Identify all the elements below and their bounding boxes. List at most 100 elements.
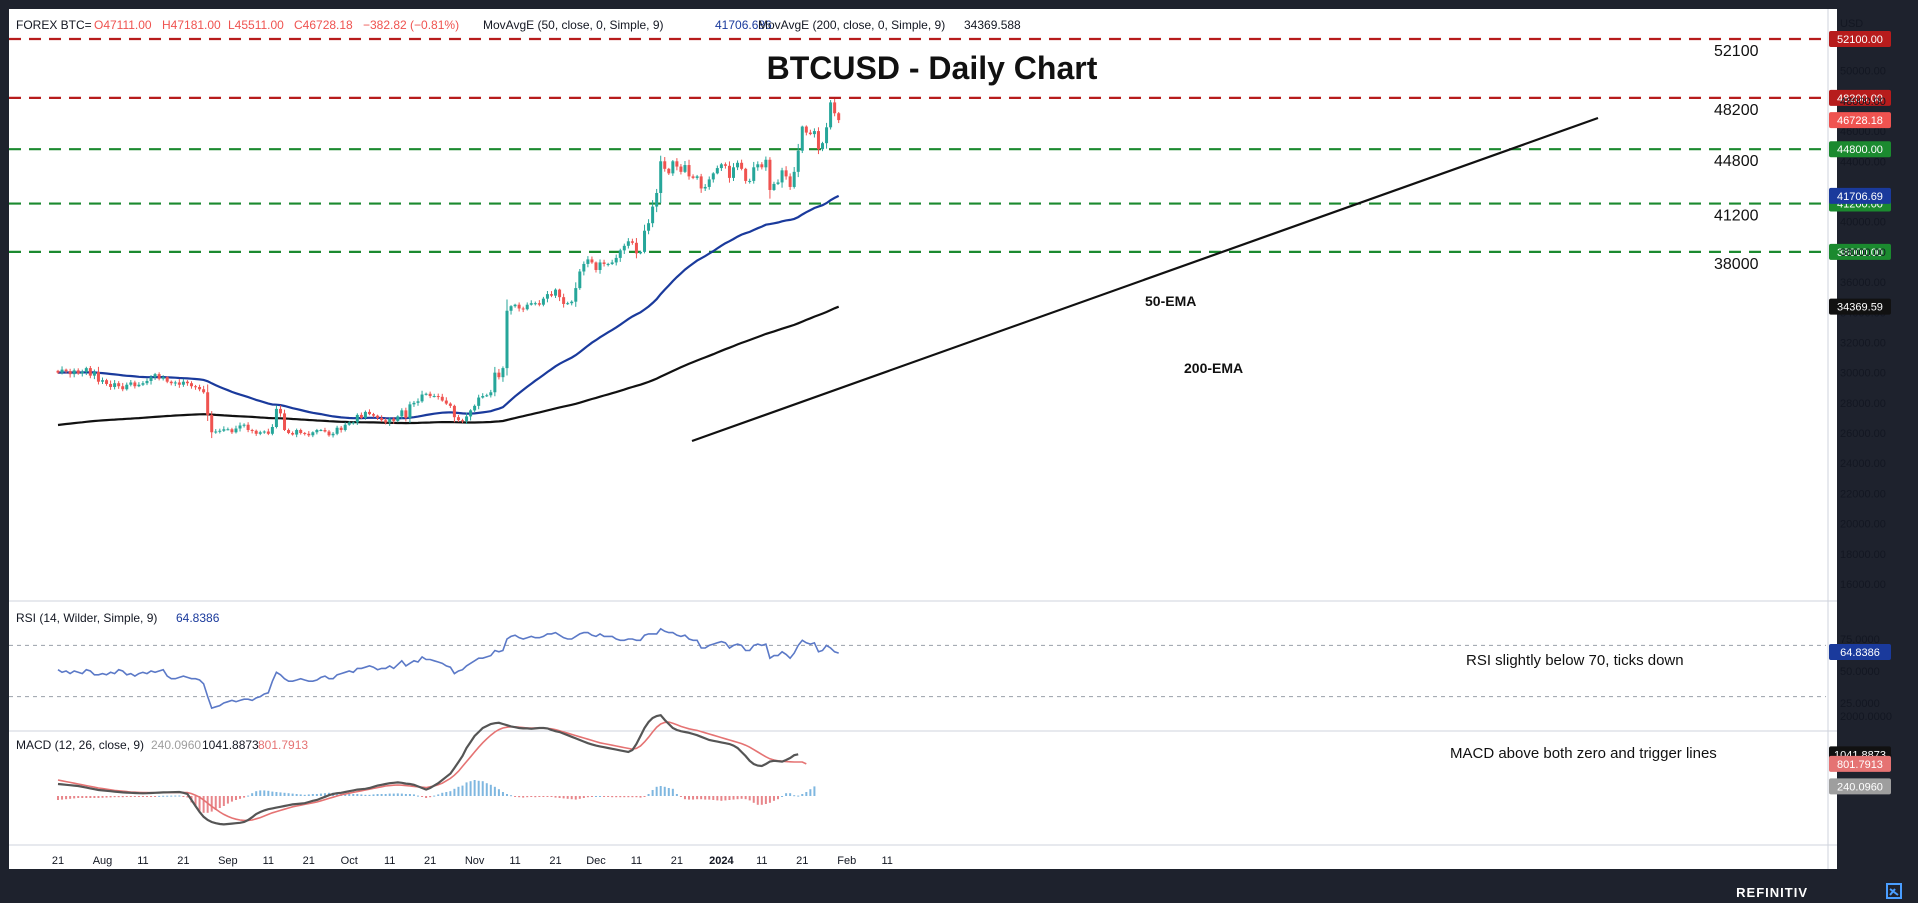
- candle-body: [351, 422, 355, 424]
- macd-hist-bar: [105, 796, 108, 798]
- candle-body: [319, 430, 323, 432]
- candle-body: [727, 165, 731, 178]
- macd-hist-bar: [263, 790, 266, 796]
- macd-hist-bar: [469, 781, 472, 796]
- level-label-38000: 38000: [1714, 256, 1759, 273]
- candle-body: [72, 370, 76, 375]
- candle-body: [68, 371, 72, 375]
- level-tag-bg-52100: [1829, 31, 1891, 47]
- macd-hist-bar: [65, 796, 68, 800]
- macd-hist-bar: [542, 796, 545, 797]
- candle-body: [278, 408, 282, 414]
- macd-hist-bar: [441, 792, 444, 796]
- candle-body: [477, 397, 481, 406]
- price-tag: 34369.59: [1837, 302, 1883, 314]
- candle-body: [825, 127, 829, 144]
- time-tick-label: 21: [796, 855, 808, 867]
- time-tick-label: Feb: [837, 855, 856, 867]
- candle-body: [651, 206, 655, 224]
- macd-hist-bar: [186, 796, 189, 798]
- candle-body: [461, 420, 464, 422]
- macd-hist-bar: [623, 796, 626, 798]
- macd-value: 1041.8873: [202, 738, 259, 752]
- candle-body: [485, 395, 489, 397]
- time-tick-label: 11: [509, 855, 520, 867]
- price-tick-label: 24000.00: [1840, 458, 1886, 470]
- macd-hist-bar: [206, 796, 209, 813]
- time-tick-label: 11: [882, 855, 893, 867]
- macd-hist-bar: [671, 788, 674, 796]
- time-tick-label: 11: [263, 855, 274, 867]
- macd-hist-bar: [550, 796, 553, 797]
- candle-body: [647, 223, 651, 231]
- macd-hist-bar: [239, 796, 242, 799]
- candle-body: [404, 410, 408, 418]
- macd-hist-bar: [145, 796, 148, 797]
- candle-body: [177, 382, 181, 385]
- candle-body: [562, 297, 566, 304]
- macd-hist-bar: [162, 795, 165, 797]
- macd-hist-bar: [93, 796, 96, 798]
- macd-hist-bar: [667, 788, 670, 796]
- candle-body: [202, 389, 206, 393]
- macd-tag: 801.7913: [1837, 759, 1883, 771]
- macd-hist-bar: [352, 794, 355, 796]
- candle-body: [380, 417, 384, 421]
- candle-body: [667, 168, 671, 174]
- macd-panel: 2000.00001000.00001041.8873801.7913240.0…: [57, 711, 1892, 826]
- candle-body: [574, 288, 578, 302]
- candle-body: [161, 377, 165, 379]
- candle-body: [570, 301, 574, 304]
- candle-body: [238, 425, 242, 429]
- candle-body: [109, 383, 113, 387]
- macd-hist-bar: [356, 794, 359, 796]
- candle-body: [707, 179, 711, 187]
- level-label-41200: 41200: [1714, 208, 1759, 225]
- ema50-label: 50-EMA: [1145, 293, 1196, 309]
- candle-body: [456, 417, 460, 421]
- time-tick-label: Sep: [218, 855, 238, 867]
- macd-hist-bar: [489, 784, 492, 796]
- candle-body: [663, 161, 667, 169]
- price-tick-label: 50000.00: [1840, 66, 1886, 78]
- macd-hist-bar: [291, 793, 294, 796]
- macd-hist-bar: [558, 796, 561, 798]
- rsi-line: [57, 627, 839, 710]
- candle-body: [752, 167, 756, 181]
- macd-hist-bar: [505, 794, 508, 796]
- macd-hist-bar: [433, 795, 436, 797]
- macd-hist-bar: [805, 792, 808, 796]
- candle-body: [291, 433, 295, 435]
- candle-body: [618, 250, 622, 258]
- macd-hist-bar: [594, 796, 597, 797]
- candle-body: [675, 161, 679, 167]
- macd-hist-bar: [279, 792, 282, 796]
- macd-hist-bar: [198, 796, 201, 811]
- macd-hist-bar: [639, 796, 642, 798]
- level-tag-48200: 48200.00: [1837, 93, 1883, 105]
- currency-label: USD: [1840, 18, 1863, 30]
- candle-body: [137, 384, 141, 387]
- macd-hist-bar: [752, 796, 755, 803]
- macd-hist-bar: [732, 796, 735, 800]
- level-label-48200: 48200: [1714, 102, 1759, 119]
- macd-hist-bar: [154, 796, 157, 797]
- candle-body: [448, 403, 452, 406]
- candle-body: [756, 164, 760, 168]
- macd-hist-bar: [813, 786, 816, 796]
- macd-hist-bar: [510, 795, 513, 797]
- candle-body: [804, 126, 808, 133]
- macd-hist-bar: [178, 795, 181, 797]
- macd-hist-bar: [740, 796, 743, 799]
- macd-hist-bar: [271, 791, 274, 796]
- macd-hist-bar: [692, 796, 695, 800]
- macd-hist-bar: [809, 789, 812, 796]
- candle-body: [643, 230, 647, 252]
- candle-body: [376, 415, 380, 418]
- macd-hist-bar: [295, 794, 298, 796]
- macd-hist-bar: [461, 785, 464, 796]
- candle-body: [610, 262, 614, 264]
- candle-body: [214, 431, 218, 433]
- macd-hist-bar: [574, 796, 577, 800]
- price-tick-label: 38000.00: [1840, 247, 1886, 259]
